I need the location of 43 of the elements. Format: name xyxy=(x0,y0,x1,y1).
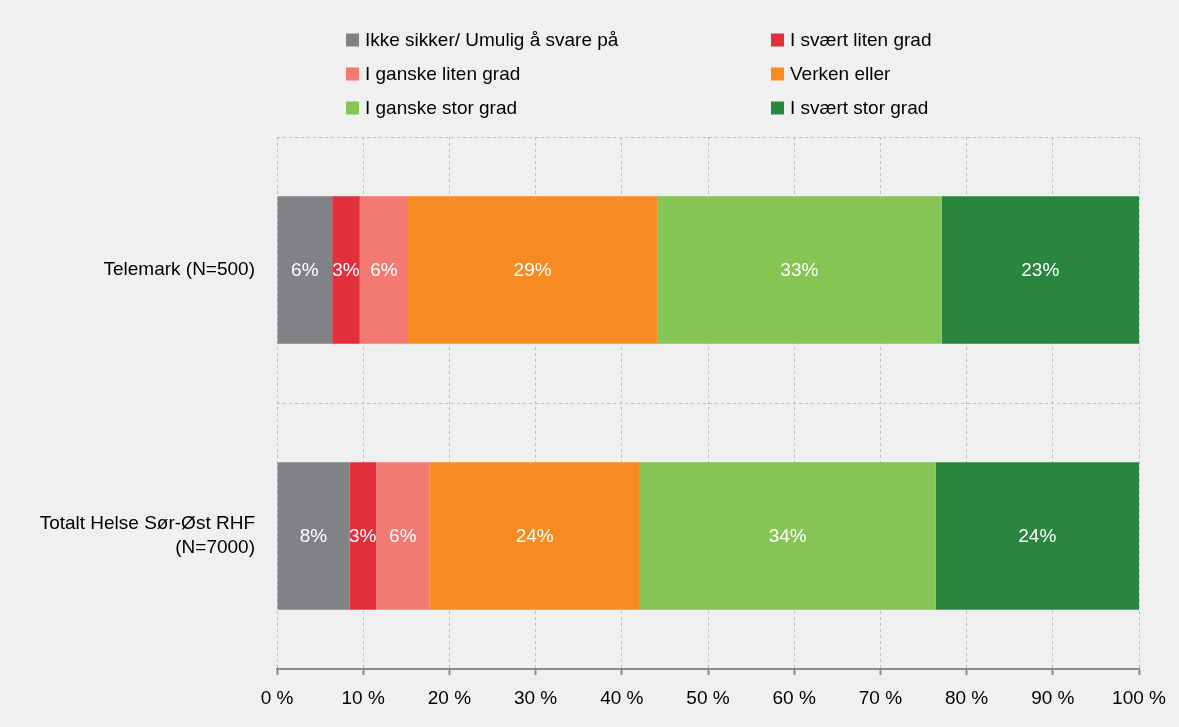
x-tick-label: 100 % xyxy=(1112,686,1167,708)
data-label: 24% xyxy=(515,525,554,547)
bar xyxy=(349,462,377,610)
data-label: 23% xyxy=(1021,259,1060,281)
bar xyxy=(408,196,658,344)
legend-label: I ganske liten grad xyxy=(365,63,521,85)
data-label: 34% xyxy=(768,525,807,547)
bar xyxy=(657,196,942,344)
x-tick-label: 10 % xyxy=(341,686,385,708)
legend-label: Ikke sikker/ Umulig å svare på xyxy=(365,29,619,51)
bar xyxy=(639,462,936,610)
bar xyxy=(941,196,1139,344)
legend-label: I ganske stor grad xyxy=(365,97,518,119)
bar xyxy=(359,196,409,344)
data-label: 6% xyxy=(291,259,319,281)
data-label: 24% xyxy=(1018,525,1057,547)
bar xyxy=(935,462,1139,610)
legend-label: I svært liten grad xyxy=(790,29,932,51)
data-label: 29% xyxy=(513,259,552,281)
bar xyxy=(277,462,350,610)
x-tick-label: 40 % xyxy=(600,686,644,708)
bar xyxy=(429,462,640,610)
data-label: 6% xyxy=(389,525,417,547)
x-tick-label: 70 % xyxy=(858,686,903,708)
data-label: 3% xyxy=(349,525,377,547)
bar xyxy=(332,196,360,344)
data-label: 33% xyxy=(780,259,819,281)
data-label: 8% xyxy=(299,525,328,547)
x-tick-label: 80 % xyxy=(944,686,989,708)
y-tick-label: Totalt Helse Sør-Øst RHF (N=7000) xyxy=(39,512,255,558)
x-tick-label: 20 % xyxy=(427,686,472,708)
bar xyxy=(277,196,333,344)
x-tick-label: 30 % xyxy=(513,686,558,708)
x-tick-label: 90 % xyxy=(1031,686,1075,708)
data-label: 6% xyxy=(370,259,398,281)
y-tick-label: Telemark (N=500) xyxy=(103,258,255,280)
x-tick-label: 0 % xyxy=(260,686,294,708)
legend-label: I svært stor grad xyxy=(790,97,929,119)
bar xyxy=(376,462,430,610)
legend-label: Verken eller xyxy=(790,63,892,85)
data-label: 3% xyxy=(332,259,360,281)
x-tick-label: 50 % xyxy=(686,686,730,708)
x-tick-label: 60 % xyxy=(772,686,816,708)
